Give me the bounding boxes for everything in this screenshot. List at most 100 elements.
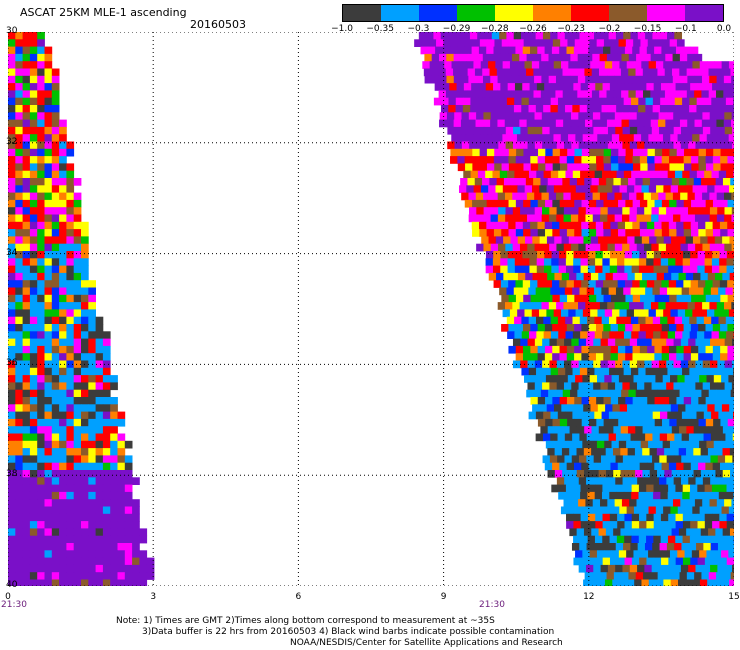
data-cell	[8, 185, 16, 193]
data-cell	[117, 528, 126, 537]
data-cell	[723, 572, 732, 580]
data-cell	[564, 433, 573, 442]
data-cell	[727, 345, 734, 354]
data-cell	[523, 199, 531, 208]
data-cell	[73, 513, 82, 522]
data-cell	[585, 207, 594, 215]
data-cell	[602, 535, 610, 544]
data-cell	[629, 214, 637, 223]
data-cell	[470, 97, 479, 106]
data-cell	[621, 119, 630, 128]
data-cell	[8, 68, 16, 77]
y-tick-label: 32	[6, 136, 18, 147]
data-cell	[81, 543, 89, 551]
data-cell	[37, 404, 45, 412]
data-cell	[560, 375, 569, 383]
data-cell	[574, 39, 583, 47]
data-cell	[88, 513, 96, 522]
data-cell	[66, 448, 75, 456]
data-cell	[682, 170, 690, 179]
data-cell	[440, 105, 449, 113]
data-cell	[73, 280, 82, 288]
data-cell	[551, 258, 559, 266]
data-cell	[523, 163, 532, 172]
data-cell	[659, 287, 668, 296]
data-cell	[591, 178, 600, 186]
data-cell	[641, 506, 649, 515]
data-cell	[586, 433, 595, 442]
data-cell	[15, 192, 23, 201]
data-cell	[81, 221, 89, 230]
data-cell	[486, 229, 495, 237]
data-cell	[662, 134, 671, 142]
data-cell	[690, 46, 699, 55]
data-cell	[15, 258, 23, 266]
data-cell	[15, 61, 23, 69]
data-cell	[572, 287, 580, 296]
data-cell	[454, 126, 463, 135]
data-cell	[634, 272, 643, 281]
data-cell	[615, 382, 623, 391]
data-cell	[29, 550, 38, 558]
data-cell	[637, 543, 646, 551]
data-cell	[597, 579, 606, 586]
data-cell	[728, 506, 734, 515]
data-cell	[500, 265, 508, 274]
data-cell	[697, 513, 706, 522]
data-cell	[73, 484, 82, 493]
data-cell	[733, 97, 734, 106]
data-cell	[110, 484, 118, 493]
data-cell	[563, 302, 572, 310]
data-cell	[81, 236, 89, 245]
data-cell	[616, 316, 624, 325]
data-cell	[124, 557, 133, 566]
data-cell	[686, 90, 695, 99]
data-cell	[8, 258, 16, 266]
data-cell	[566, 229, 575, 237]
data-cell	[677, 375, 686, 383]
data-cell	[37, 265, 45, 274]
data-cell	[8, 119, 16, 128]
data-cell	[132, 564, 140, 573]
data-cell	[708, 470, 716, 478]
data-cell	[73, 411, 82, 420]
data-cell	[713, 294, 721, 303]
data-cell	[593, 564, 601, 573]
data-cell	[649, 448, 658, 456]
data-cell	[559, 199, 568, 208]
data-cell	[102, 499, 111, 507]
data-cell	[585, 112, 594, 120]
data-cell	[448, 105, 456, 113]
data-cell	[617, 345, 626, 354]
data-cell	[8, 280, 16, 288]
data-cell	[585, 302, 594, 310]
data-cell	[66, 221, 75, 230]
data-cell	[612, 506, 620, 515]
data-cell	[73, 477, 82, 485]
data-cell	[701, 389, 710, 398]
data-cell	[639, 46, 648, 55]
data-cell	[676, 221, 684, 230]
data-cell	[556, 382, 565, 391]
data-cell	[642, 528, 651, 537]
data-cell	[110, 513, 118, 522]
data-cell	[81, 251, 89, 259]
data-cell	[22, 163, 31, 172]
data-cell	[654, 199, 663, 208]
data-cell	[665, 302, 674, 310]
data-cell	[570, 499, 579, 507]
data-cell	[37, 236, 45, 245]
data-cell	[433, 97, 442, 106]
data-cell	[611, 375, 620, 383]
data-cell	[487, 39, 495, 47]
data-cell	[51, 316, 60, 325]
data-cell	[609, 535, 618, 544]
data-cell	[102, 404, 111, 412]
data-cell	[704, 491, 712, 500]
data-cell	[636, 75, 644, 84]
data-cell	[88, 294, 96, 303]
data-cell	[636, 243, 645, 252]
data-cell	[561, 272, 570, 281]
data-cell	[465, 134, 474, 142]
data-cell	[629, 192, 637, 201]
